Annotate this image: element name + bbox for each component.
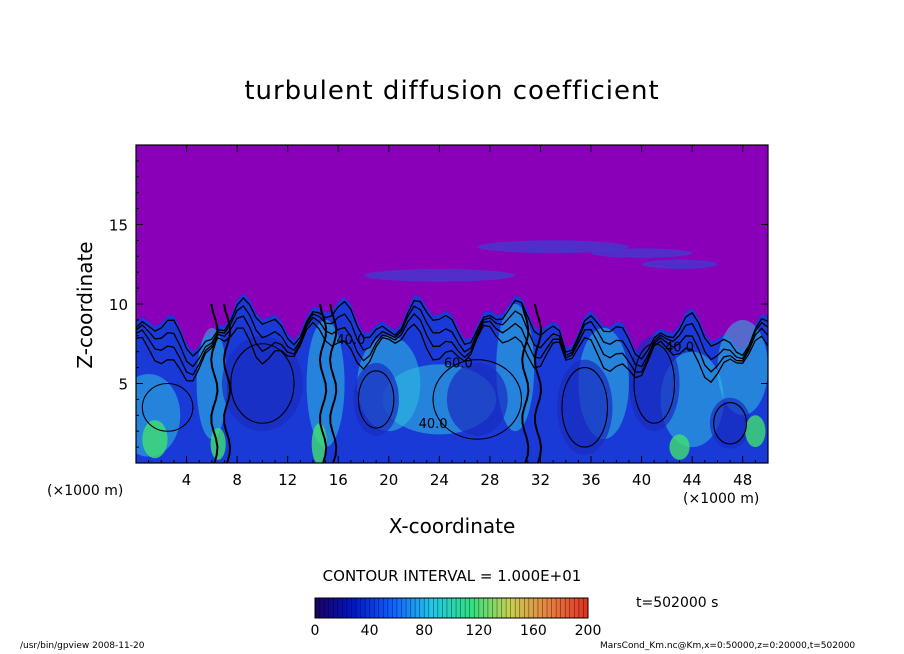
footer-program-date: /usr/bin/gpview 2008-11-20: [20, 641, 145, 651]
footer-source: MarsCond_Km.nc@Km,x=0:50000,z=0:20000,t=…: [600, 641, 856, 651]
field-plume: [578, 327, 629, 440]
y-tick-label: 10: [109, 296, 128, 314]
field-wisp: [641, 259, 718, 270]
colorbar-tick-label: 80: [415, 623, 433, 639]
field-high-pocket: [669, 434, 690, 460]
field-plume: [382, 364, 497, 435]
colorbar-tick-label: 40: [361, 623, 379, 639]
field-core: [709, 397, 751, 449]
chart-title: turbulent diffusion coefficient: [244, 76, 660, 106]
contour-label: 40.0: [336, 333, 365, 348]
x-tick-label: 16: [329, 471, 348, 489]
contour-cell: [357, 370, 395, 429]
contour-line: [136, 297, 768, 360]
colorbar-tick-label: 120: [465, 623, 492, 639]
field-plume: [660, 351, 724, 448]
x-tick-label: 32: [531, 471, 550, 489]
field-plume: [306, 319, 345, 448]
contour-line: [328, 303, 338, 463]
field-plume: [357, 335, 421, 432]
contour-labels: 40.0 60.0 40.0 40.0: [336, 333, 694, 432]
field-boundary-layer: [136, 293, 768, 463]
contour-lines: [136, 297, 768, 463]
field-high-pocket: [210, 428, 226, 460]
contour-cell: [432, 359, 523, 440]
contour-cell: [141, 382, 194, 432]
contour-line: [210, 303, 219, 463]
field-core: [353, 362, 399, 436]
contour-line: [222, 303, 232, 463]
contour-cell: [713, 402, 748, 445]
x-tick-label: 48: [733, 471, 752, 489]
y-axis-label: Z-coordinate: [73, 241, 97, 369]
y-tick-label: 15: [109, 217, 128, 235]
z-unit-label: (×1000 m): [47, 483, 124, 499]
y-tick-label: 5: [118, 376, 128, 394]
field-wisp: [477, 240, 629, 254]
contour-cell: [561, 367, 609, 448]
field-plume: [196, 327, 228, 440]
field-core: [446, 362, 508, 436]
x-tick-label: 40: [632, 471, 651, 489]
contour-interval-label: CONTOUR INTERVAL = 1.000E+01: [322, 567, 582, 585]
field-plume: [136, 373, 181, 457]
x-axis-label: X-coordinate: [388, 514, 516, 538]
contour-label: 40.0: [665, 341, 694, 356]
x-tick-label: 44: [683, 471, 702, 489]
field-upper-region: [136, 145, 768, 463]
contour-label: 40.0: [419, 417, 448, 432]
x-tick-label: 36: [581, 471, 600, 489]
field-wisp: [591, 248, 693, 258]
field-plume: [717, 319, 768, 416]
x-tick-label: 28: [480, 471, 499, 489]
contour-line: [136, 313, 768, 376]
colorbar-tick-label: 0: [311, 623, 320, 639]
x-axis-ticks: 4 8 12 16 20 24 28 32 36 40 44 48: [148, 145, 756, 489]
heatmap-field: [136, 145, 768, 463]
field-core: [556, 359, 613, 456]
x-tick-label: 4: [182, 471, 192, 489]
contour-cell: [633, 343, 676, 424]
x-tick-label: 20: [379, 471, 398, 489]
colorbar-tick-label: 160: [520, 623, 547, 639]
field-core: [221, 335, 303, 432]
contour-line: [318, 303, 328, 463]
contour-line: [136, 321, 768, 384]
x-tick-label: 12: [278, 471, 297, 489]
colorbar-gradient: [314, 597, 589, 619]
field-wisp: [363, 269, 516, 282]
field-high-pocket: [142, 420, 168, 459]
contour-label: 60.0: [444, 357, 473, 372]
time-label: t=502000 s: [636, 595, 719, 611]
field-high-pocket: [311, 423, 327, 463]
plot-frame: [135, 144, 769, 464]
y-axis-ticks: 5 10 15: [109, 160, 768, 448]
contour-line: [533, 303, 543, 463]
x-tick-label: 24: [430, 471, 449, 489]
x-tick-label: 8: [232, 471, 242, 489]
colorbar-tick-label: 200: [575, 623, 602, 639]
contour-line: [136, 304, 768, 368]
field-core: [628, 335, 680, 432]
contour-line: [521, 303, 530, 463]
field-plume: [496, 304, 535, 432]
colorbar: 0 40 80 120 160 200: [311, 597, 602, 639]
field-high-pocket: [745, 415, 766, 448]
contour-cell: [230, 343, 295, 424]
x-unit-label: (×1000 m): [683, 491, 760, 507]
